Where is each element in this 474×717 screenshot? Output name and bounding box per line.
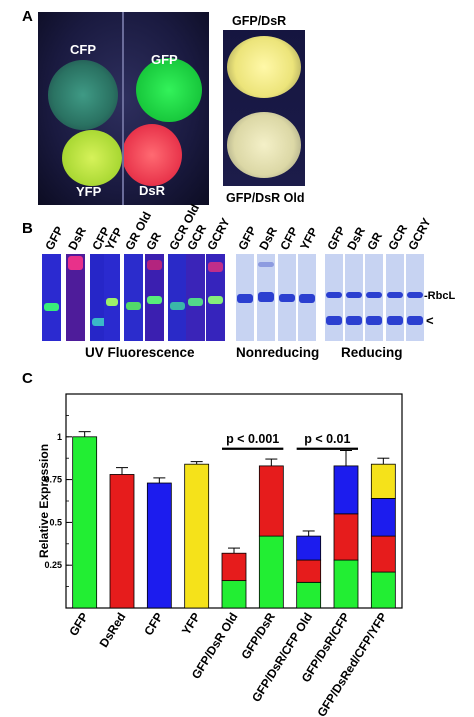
uv-lane-gr: [145, 254, 164, 341]
y-axis-label: Relative Expression: [37, 444, 51, 558]
nonreducing-lane-cfp: [278, 254, 296, 341]
bar-8-segment-0: [370, 571, 396, 609]
nonreducing-lane-label-0: GFP: [235, 224, 259, 252]
reducing-lane-gcr: [386, 254, 404, 341]
panel-label-c: C: [22, 370, 33, 387]
panel-label-b: B: [22, 220, 33, 237]
uv-lane-gr-old: [124, 254, 143, 341]
bar-1-segment-0: [109, 474, 135, 609]
bar-8-segment-1: [370, 535, 396, 573]
leaf-midrib: [122, 12, 124, 205]
bar-5-segment-1: [258, 465, 284, 537]
bar-3-segment-0: [184, 463, 210, 609]
x-tick-label-3: YFP: [179, 610, 203, 637]
x-tick-label-2: CFP: [141, 610, 166, 638]
reducing-lane-label-3: GCR: [385, 222, 410, 252]
x-tick-label-0: GFP: [66, 610, 91, 638]
reducing-lane-label-4: GCRY: [405, 216, 433, 253]
caption-nonreducing: Nonreducing: [236, 345, 320, 360]
y-tick-label: 0.25: [44, 560, 62, 570]
significance-label-0: p < 0.001: [226, 432, 279, 446]
x-tick-label-5: GFP/DsR: [238, 610, 278, 662]
leaf-label-dsr: DsR: [139, 183, 166, 198]
uv-lane-label-5: GR: [143, 230, 164, 253]
x-tick-label-8: GFP/DsRed/CFP/YFP: [314, 610, 389, 717]
reducing-lane-gcry: [406, 254, 424, 341]
right-photo-top-label: GFP/DsR: [232, 14, 287, 28]
expression-chart: 0.25 0.5 0.75 1 Relative Expression GFP DsRed C…: [37, 393, 403, 717]
caption-uv-fluorescence: UV Fluorescence: [85, 345, 195, 360]
bar-7-segment-2: [333, 465, 359, 515]
bar-7-segment-0: [333, 559, 359, 609]
uv-lane-label-8: GCRY: [204, 216, 232, 253]
uv-lane-yfp: [104, 254, 120, 341]
bar-8-segment-3: [370, 463, 396, 499]
gfp-dsr-old-spot: [227, 112, 301, 178]
bar-4-segment-1: [221, 552, 247, 582]
reducing-lane-label-0: GFP: [324, 224, 348, 252]
reducing-lane-label-1: DsR: [344, 224, 368, 252]
reducing-lane-dsr: [345, 254, 363, 341]
significance-label-1: p < 0.01: [304, 432, 350, 446]
nonreducing-lane-gfp: [236, 254, 254, 341]
reducing-lane-gfp: [325, 254, 343, 341]
bar-2-segment-0: [146, 482, 172, 609]
bar-6-segment-1: [296, 559, 322, 583]
leaf-label-cfp: CFP: [70, 42, 96, 57]
rbcl-label: -RbcL: [424, 290, 456, 302]
bar-6-segment-2: [296, 535, 322, 561]
cfp-spot: [48, 60, 118, 130]
x-tick-label-1: DsRed: [97, 610, 129, 650]
y-tick-label: 1: [57, 432, 62, 442]
band-arrow-label: <: [426, 313, 434, 328]
nonreducing-lane-yfp: [298, 254, 316, 341]
nonreducing-lane-dsr: [257, 254, 275, 341]
caption-reducing: Reducing: [341, 345, 403, 360]
gfp-dsr-spot: [227, 36, 301, 98]
bar-5-segment-0: [258, 535, 284, 609]
leaf-photo-right: [223, 30, 305, 186]
nonreducing-lane-label-3: YFP: [297, 225, 320, 252]
bar-8-segment-2: [370, 498, 396, 537]
uv-lane-gcr-old: [168, 254, 187, 341]
nonreducing-lane-label-1: DsR: [256, 224, 280, 252]
leaf-label-gfp: GFP: [151, 52, 178, 67]
dsr-spot: [122, 124, 182, 186]
uv-lane-gcr: [186, 254, 205, 341]
bar-6-segment-0: [296, 581, 322, 609]
uv-lane-dsr: [66, 254, 85, 341]
right-photo-bottom-label: GFP/DsR Old: [226, 191, 305, 205]
leaf-photo: CFP GFP YFP DsR: [38, 12, 209, 205]
uv-lane-label-1: DsR: [65, 224, 89, 252]
uv-lane-gfp: [42, 254, 61, 341]
bar-4-segment-0: [221, 580, 247, 609]
y-tick-label: 0.75: [44, 475, 62, 485]
bar-7-segment-1: [333, 513, 359, 561]
leaf-label-yfp: YFP: [76, 184, 102, 199]
uv-lane-gcry: [206, 254, 225, 341]
panel-label-a: A: [22, 8, 33, 25]
reducing-lane-gr: [365, 254, 383, 341]
nonreducing-lane-label-2: CFP: [277, 225, 301, 253]
uv-lane-label-0: GFP: [42, 224, 66, 252]
yfp-spot: [62, 130, 122, 186]
reducing-lane-label-2: GR: [364, 230, 385, 253]
y-tick-label: 0.5: [49, 517, 62, 527]
bar-0-segment-0: [72, 436, 98, 609]
gfp-spot: [136, 58, 202, 122]
